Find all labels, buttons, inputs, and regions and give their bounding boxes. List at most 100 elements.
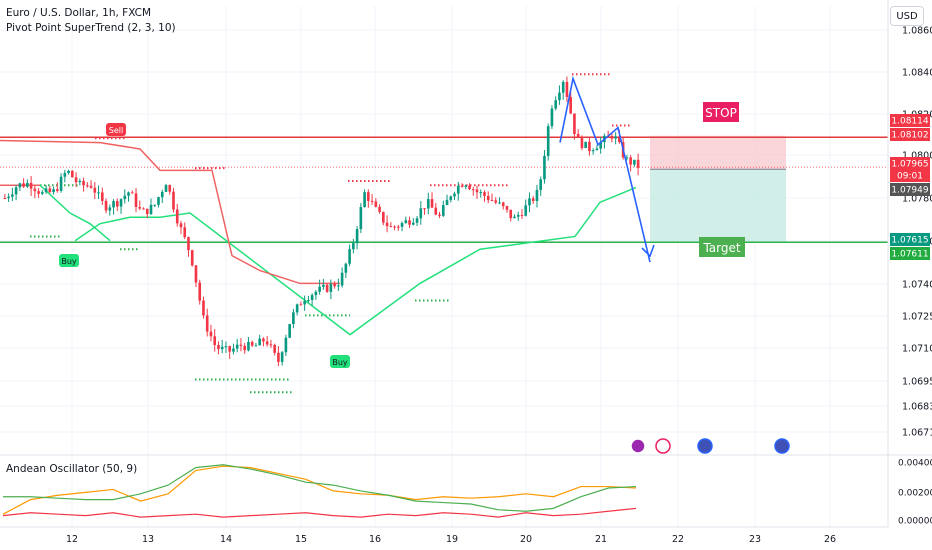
candle-body	[385, 222, 389, 227]
oscillator-title[interactable]: Andean Oscillator (50, 9)	[6, 463, 138, 475]
candle-body	[415, 218, 419, 223]
candle-body	[633, 159, 636, 165]
candle-body	[299, 304, 303, 306]
candle-body	[22, 183, 25, 187]
candle-body	[292, 312, 295, 325]
candle-body	[430, 199, 434, 208]
candle-body	[149, 204, 153, 215]
time-tick-label: 15	[295, 534, 307, 545]
osc-signal-line	[2, 507, 637, 518]
symbol-title[interactable]: Euro / U.S. Dollar, 1h, FXCM	[6, 7, 152, 19]
signal-labels: Sell Buy Buy STOP Target	[59, 102, 745, 368]
candle-body	[104, 200, 108, 211]
candle-body	[202, 300, 205, 316]
price-tick-label: 1.07400	[902, 280, 932, 291]
candle-body	[546, 126, 550, 156]
candle-body	[565, 81, 569, 97]
osc-bull-line	[2, 465, 637, 515]
candle-body	[471, 189, 475, 191]
candle-body	[378, 206, 381, 212]
candle-body	[48, 188, 52, 193]
candle-body	[528, 198, 531, 206]
candle-body	[584, 141, 587, 148]
price-label: 1.07949	[891, 186, 928, 196]
sell-label-bg	[106, 123, 126, 136]
candle-body	[329, 283, 333, 292]
candlestick-series	[3, 76, 640, 367]
target-zone	[650, 169, 786, 243]
buy-label: Buy	[332, 358, 348, 367]
candle-body	[119, 199, 123, 207]
candle-body	[636, 159, 640, 168]
candle-body	[475, 189, 479, 193]
candle-body	[115, 201, 119, 207]
candle-body	[108, 207, 112, 211]
candle-body	[134, 193, 138, 207]
candle-body	[610, 135, 614, 139]
candle-body	[468, 185, 471, 190]
risk-reward-zones[interactable]	[650, 135, 786, 243]
candle-body	[145, 208, 149, 215]
candle-body	[160, 191, 164, 198]
price-tick-label: 1.08600	[902, 26, 932, 37]
time-tick-label: 19	[446, 534, 458, 545]
candle-body	[52, 189, 55, 193]
price-grid	[0, 6, 888, 527]
price-tick-label: 1.06710	[902, 428, 932, 439]
candle-body	[535, 189, 539, 201]
candle-body	[239, 344, 243, 346]
event-flag-icon	[774, 438, 790, 454]
candle-body	[486, 196, 490, 200]
candle-body	[33, 188, 37, 192]
candle-body	[479, 192, 483, 194]
candle-body	[464, 185, 468, 187]
candle-body	[355, 229, 359, 244]
candle-body	[258, 338, 261, 346]
time-tick-label: 23	[749, 534, 761, 545]
candle-body	[513, 216, 516, 219]
candle-body	[460, 185, 464, 187]
candle-body	[501, 202, 505, 207]
candle-body	[59, 176, 63, 191]
candle-body	[153, 204, 157, 206]
candle-body	[179, 223, 183, 228]
event-flag-icon	[697, 438, 713, 454]
candle-body	[580, 136, 584, 148]
time-tick-label: 12	[66, 534, 78, 545]
candle-body	[303, 301, 306, 305]
candle-body	[314, 291, 318, 296]
price-label-bg	[890, 157, 930, 170]
candle-body	[262, 338, 265, 342]
candle-body	[247, 341, 250, 351]
economic-events[interactable]	[630, 438, 790, 454]
candle-body	[29, 182, 33, 189]
candle-body	[220, 346, 224, 350]
candle-body	[254, 345, 258, 347]
candle-body	[93, 187, 97, 193]
trend-arrow-line	[559, 75, 651, 263]
price-label: 1.07615	[891, 236, 928, 246]
candle-body	[352, 243, 355, 250]
candle-body	[168, 185, 172, 192]
candle-body	[453, 193, 456, 197]
candle-body	[175, 209, 179, 224]
candle-body	[397, 226, 400, 228]
price-label-bg	[890, 169, 930, 182]
indicator-title[interactable]: Pivot Point SuperTrend (2, 3, 10)	[6, 22, 176, 34]
candle-body	[614, 136, 617, 139]
trend-drawings[interactable]	[559, 75, 655, 263]
price-tick-label: 1.07100	[902, 344, 932, 355]
sell-label: Sell	[109, 126, 123, 135]
currency-button[interactable]: USD	[890, 6, 924, 26]
price-label-bg	[890, 128, 930, 141]
candle-body	[490, 199, 494, 201]
candle-body	[56, 189, 59, 191]
candle-body	[63, 172, 67, 177]
candle-body	[18, 183, 22, 188]
candle-body	[224, 346, 228, 348]
price-label: 1.07611	[891, 250, 928, 260]
candle-body	[359, 206, 363, 230]
candle-body	[3, 198, 7, 200]
candle-body	[419, 208, 423, 219]
